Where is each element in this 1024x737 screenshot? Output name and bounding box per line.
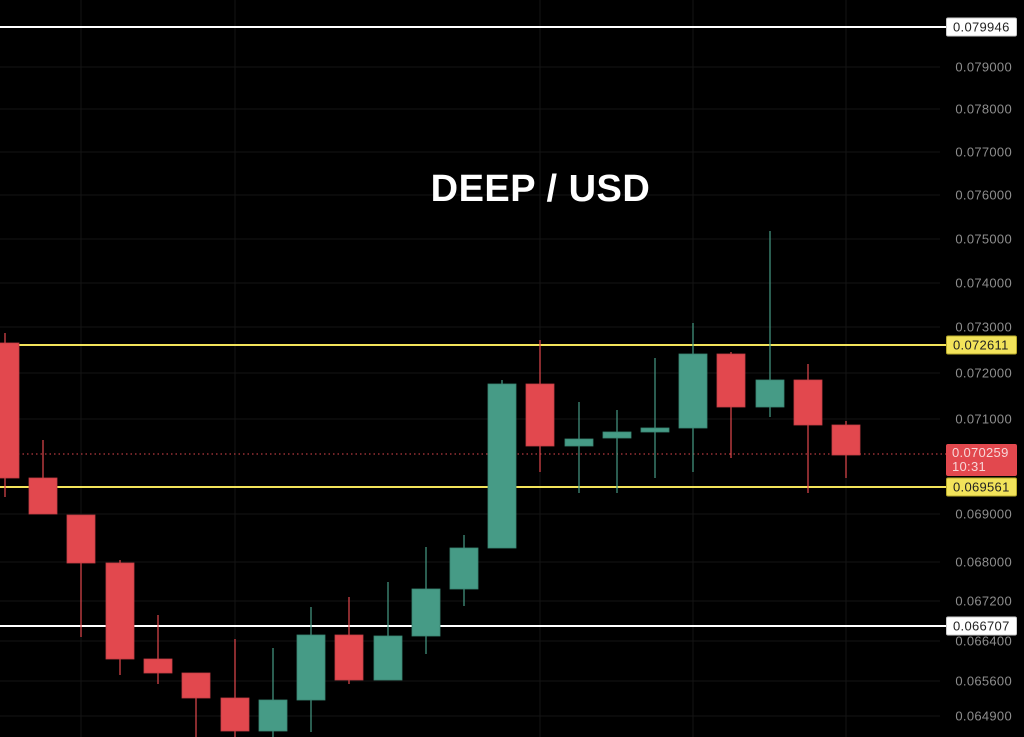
candle-body — [143, 658, 173, 674]
axis-tick-label: 0.079000 — [955, 59, 1012, 75]
candle-down[interactable] — [181, 672, 211, 737]
candle-up[interactable] — [755, 231, 785, 417]
axis-tick-label: 0.074000 — [955, 275, 1012, 291]
candle-body — [0, 342, 20, 479]
candle-body — [716, 353, 746, 408]
axis-tick-label: 0.072000 — [955, 365, 1012, 381]
candle-down[interactable] — [0, 333, 20, 497]
candle-down[interactable] — [143, 615, 173, 684]
axis-tick-label: 0.071000 — [955, 411, 1012, 427]
candle-body — [105, 562, 135, 660]
axis-tick-label: 0.077000 — [955, 144, 1012, 160]
candle-up[interactable] — [678, 323, 708, 472]
candle-countdown: 10:31 — [952, 459, 987, 474]
candle-body — [831, 424, 861, 456]
candle-down[interactable] — [831, 421, 861, 478]
candle-up[interactable] — [258, 648, 288, 737]
candle-down[interactable] — [28, 440, 58, 515]
axis-tick-label: 0.075000 — [955, 231, 1012, 247]
candles — [0, 231, 861, 737]
candle-down[interactable] — [525, 340, 555, 472]
axis-tick-label: 0.069000 — [955, 506, 1012, 522]
axis-tick-label: 0.064900 — [955, 708, 1012, 724]
candle-body — [28, 477, 58, 515]
candle-body — [525, 383, 555, 447]
candle-body — [258, 699, 288, 732]
candle-body — [334, 634, 364, 681]
candle-body — [640, 427, 670, 433]
candle-body — [487, 383, 517, 549]
axis-tick-label: 0.073000 — [955, 319, 1012, 335]
axis-tick-label: 0.068000 — [955, 554, 1012, 570]
candle-body — [220, 697, 250, 732]
axis-tick-label: 0.078000 — [955, 101, 1012, 117]
current-price-tag: 0.070259 10:31 — [946, 444, 1017, 476]
candle-down[interactable] — [105, 560, 135, 675]
axis-tick-label: 0.067200 — [955, 593, 1012, 609]
candle-down[interactable] — [793, 364, 823, 493]
candle-up[interactable] — [640, 358, 670, 478]
candle-body — [449, 547, 479, 590]
current-price-value: 0.070259 — [952, 445, 1009, 460]
candle-down[interactable] — [334, 597, 364, 684]
candle-body — [181, 672, 211, 699]
candle-down[interactable] — [716, 352, 746, 458]
axis-tick-label: 0.076000 — [955, 187, 1012, 203]
candle-body — [755, 379, 785, 408]
price-level-tag: 0.069561 — [946, 477, 1017, 497]
candle-up[interactable] — [564, 402, 594, 493]
price-level-tag: 0.066707 — [946, 616, 1017, 636]
candle-up[interactable] — [602, 410, 632, 493]
candle-up[interactable] — [373, 582, 403, 681]
candle-body — [602, 431, 632, 439]
candle-up[interactable] — [411, 547, 441, 654]
candle-body — [373, 635, 403, 681]
candle-body — [564, 438, 594, 447]
candle-down[interactable] — [66, 514, 96, 637]
axis-tick-label: 0.066400 — [955, 633, 1012, 649]
candle-body — [793, 379, 823, 426]
candle-body — [678, 353, 708, 429]
price-level-tag: 0.072611 — [946, 335, 1017, 355]
candle-up[interactable] — [296, 607, 326, 732]
candle-down[interactable] — [220, 639, 250, 737]
candle-up[interactable] — [487, 380, 517, 549]
candle-body — [66, 514, 96, 564]
candle-up[interactable] — [449, 535, 479, 606]
candle-body — [296, 634, 326, 701]
candle-body — [411, 588, 441, 637]
price-level-tag: 0.079946 — [946, 17, 1017, 37]
axis-tick-label: 0.065600 — [955, 673, 1012, 689]
chart-title: DEEP / USD — [430, 168, 651, 210]
